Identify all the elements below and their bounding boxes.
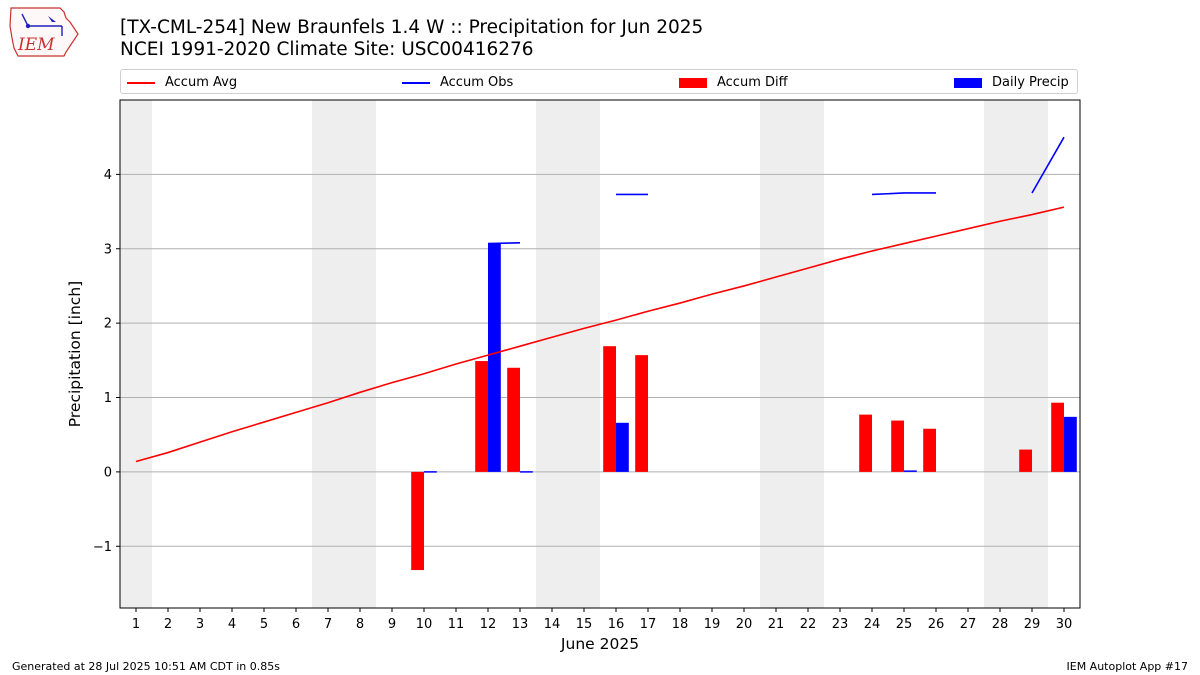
accum-avg-line [135, 206, 1065, 463]
x-tick-label: 10 [416, 617, 433, 632]
weekend-band [984, 100, 1048, 608]
y-axis-label: Precipitation [inch] [66, 281, 84, 427]
daily-precip-bar [904, 470, 917, 472]
accum-obs-line [871, 192, 936, 196]
legend-swatch-accum-obs [402, 81, 430, 84]
x-tick-label: 17 [640, 617, 657, 632]
x-tick-label: 8 [356, 617, 364, 632]
x-tick-label: 16 [608, 617, 625, 632]
weekend-band [312, 100, 376, 608]
x-tick-label: 27 [960, 617, 977, 632]
x-tick-label: 6 [292, 617, 300, 632]
legend-item-accum-diff: Accum Diff [679, 70, 788, 95]
legend-label-accum-avg: Accum Avg [165, 75, 238, 90]
accum-obs-line [1031, 136, 1065, 194]
legend-item-daily-precip: Daily Precip [954, 70, 1069, 95]
x-tick-label: 14 [544, 617, 561, 632]
plot-frame [119, 99, 1081, 609]
x-tick-label: 22 [800, 617, 817, 632]
iem-logo: IEM [9, 7, 79, 57]
weekend-band [120, 100, 152, 608]
accum-diff-bar [603, 346, 616, 472]
y-tick-label: 2 [104, 317, 112, 332]
x-tick-label: 9 [388, 617, 396, 632]
daily-precip-bar [488, 243, 501, 472]
x-tick-label: 2 [164, 617, 172, 632]
accum-diff-bar [923, 428, 936, 472]
x-tick-label: 24 [864, 617, 881, 632]
iem-logo-text: IEM [17, 35, 55, 55]
chart-legend: Accum Avg Accum Obs Accum Diff Daily Pre… [120, 69, 1078, 94]
x-tick-label: 25 [896, 617, 913, 632]
daily-precip-bar [616, 422, 629, 472]
weekend-band [760, 100, 824, 608]
accum-diff-bar [891, 420, 904, 472]
legend-label-accum-diff: Accum Diff [717, 75, 788, 90]
y-tick-label: −1 [93, 540, 112, 555]
x-tick-label: 30 [1056, 617, 1073, 632]
y-tick-label: 3 [104, 242, 112, 257]
legend-swatch-accum-diff [679, 77, 707, 88]
accum-diff-bar [1019, 449, 1032, 472]
legend-swatch-accum-avg [127, 81, 155, 84]
accum-diff-bar [475, 361, 488, 472]
accum-diff-bar [859, 414, 872, 472]
footer-app-id: IEM Autoplot App #17 [1066, 660, 1189, 673]
x-tick-label: 19 [704, 617, 721, 632]
x-axis-label: June 2025 [560, 635, 639, 653]
x-tick-label: 3 [196, 617, 204, 632]
accum-obs-line [487, 242, 521, 245]
x-tick-label: 1 [132, 617, 140, 632]
chart-title-line1: [TX-CML-254] New Braunfels 1.4 W :: Prec… [120, 17, 704, 38]
daily-precip-bar [1064, 416, 1077, 472]
x-tick-label: 20 [736, 617, 753, 632]
x-tick-label: 21 [768, 617, 785, 632]
accum-diff-bar [1051, 402, 1064, 472]
x-tick-label: 23 [832, 617, 849, 632]
legend-item-accum-avg: Accum Avg [127, 70, 237, 95]
y-tick-label: 4 [104, 168, 112, 183]
x-tick-label: 13 [512, 617, 529, 632]
legend-item-accum-obs: Accum Obs [402, 70, 513, 95]
footer-generated: Generated at 28 Jul 2025 10:51 AM CDT in… [12, 660, 280, 673]
x-tick-label: 5 [260, 617, 268, 632]
daily-precip-bar [424, 471, 437, 473]
legend-swatch-daily-precip [954, 77, 982, 88]
y-tick-label: 0 [104, 465, 112, 480]
x-tick-label: 15 [576, 617, 593, 632]
x-tick-label: 4 [228, 617, 236, 632]
chart-title-line2: NCEI 1991-2020 Climate Site: USC00416276 [120, 39, 534, 60]
chart-title: [TX-CML-254] New Braunfels 1.4 W :: Prec… [120, 17, 703, 61]
x-tick-label: 7 [324, 617, 332, 632]
x-tick-label: 11 [448, 617, 465, 632]
accum-diff-bar [411, 471, 424, 571]
legend-label-accum-obs: Accum Obs [440, 75, 514, 90]
x-tick-label: 28 [992, 617, 1009, 632]
daily-precip-bar [520, 471, 533, 473]
accum-diff-bar [635, 355, 648, 472]
x-tick-label: 26 [928, 617, 945, 632]
y-tick-label: 1 [104, 391, 112, 406]
accum-diff-bar [507, 367, 520, 472]
weekend-band [536, 100, 600, 608]
legend-label-daily-precip: Daily Precip [992, 75, 1069, 90]
x-tick-label: 12 [480, 617, 497, 632]
x-tick-label: 29 [1024, 617, 1041, 632]
x-tick-label: 18 [672, 617, 689, 632]
